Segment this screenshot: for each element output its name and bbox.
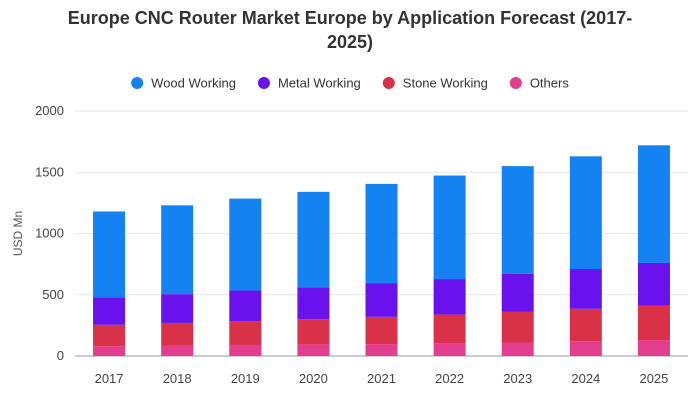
bar-stone-working [161,322,194,346]
bar-wood-working [637,145,670,263]
y-tick-label: 0 [57,348,64,363]
x-tick-label: 2020 [299,371,328,386]
bar-wood-working [229,198,262,291]
x-tick-label: 2018 [163,371,192,386]
bar-wood-working [161,205,194,295]
legend-label-metal-working: Metal Working [278,76,361,91]
bar-stone-working [297,319,330,345]
legend-marker-metal-working [257,77,270,89]
legend-label-others: Others [530,76,570,91]
bar-others [501,342,534,356]
x-tick-label: 2023 [503,371,532,386]
bar-wood-working [365,183,398,284]
bar-stone-working [93,324,126,347]
bar-wood-working [501,166,534,274]
bar-metal-working [93,297,126,325]
x-tick-label: 2024 [571,371,600,386]
bar-wood-working [297,191,330,288]
legend-marker-wood-working [131,77,144,89]
x-tick-label: 2017 [95,371,124,386]
bar-wood-working [569,156,602,270]
bar-others [637,340,670,356]
bar-others [229,344,262,356]
bar-wood-working [433,175,466,280]
y-axis-title: USD Mn [11,211,25,256]
bar-wood-working [93,211,126,298]
y-tick-label: 1000 [35,226,64,241]
bar-others [569,341,602,356]
y-tick-label: 500 [42,287,64,302]
x-tick-label: 2019 [231,371,260,386]
legend-label-stone-working: Stone Working [403,76,488,91]
legend-label-wood-working: Wood Working [151,76,236,91]
bar-others [365,344,398,356]
bar-metal-working [637,262,670,306]
legend-marker-stone-working [382,77,395,89]
chart-title-line-2: 2025) [326,32,374,52]
bar-stone-working [229,321,262,345]
bar-metal-working [161,294,194,323]
legend-marker-others [509,77,522,89]
bar-others [297,344,330,356]
bar-metal-working [229,290,262,322]
x-tick-label: 2021 [367,371,396,386]
bar-others [433,343,466,356]
bar-others [93,346,126,356]
chart-title: Europe CNC Router Market Europe by Appli… [0,6,700,54]
bar-stone-working [501,311,534,343]
bar-stone-working [365,316,398,345]
bar-metal-working [569,269,602,309]
bar-stone-working [433,314,466,344]
bar-stone-working [637,305,670,341]
bar-metal-working [365,283,398,317]
bar-stone-working [569,308,602,342]
chart-title-line-1: Europe CNC Router Market Europe by Appli… [67,8,633,28]
bar-metal-working [433,279,466,315]
x-tick-label: 2025 [639,371,668,386]
bar-metal-working [297,287,330,320]
y-tick-label: 2000 [35,103,64,118]
x-tick-label: 2022 [435,371,464,386]
bar-others [161,345,194,356]
bar-metal-working [501,273,534,312]
y-tick-label: 1500 [35,164,64,179]
